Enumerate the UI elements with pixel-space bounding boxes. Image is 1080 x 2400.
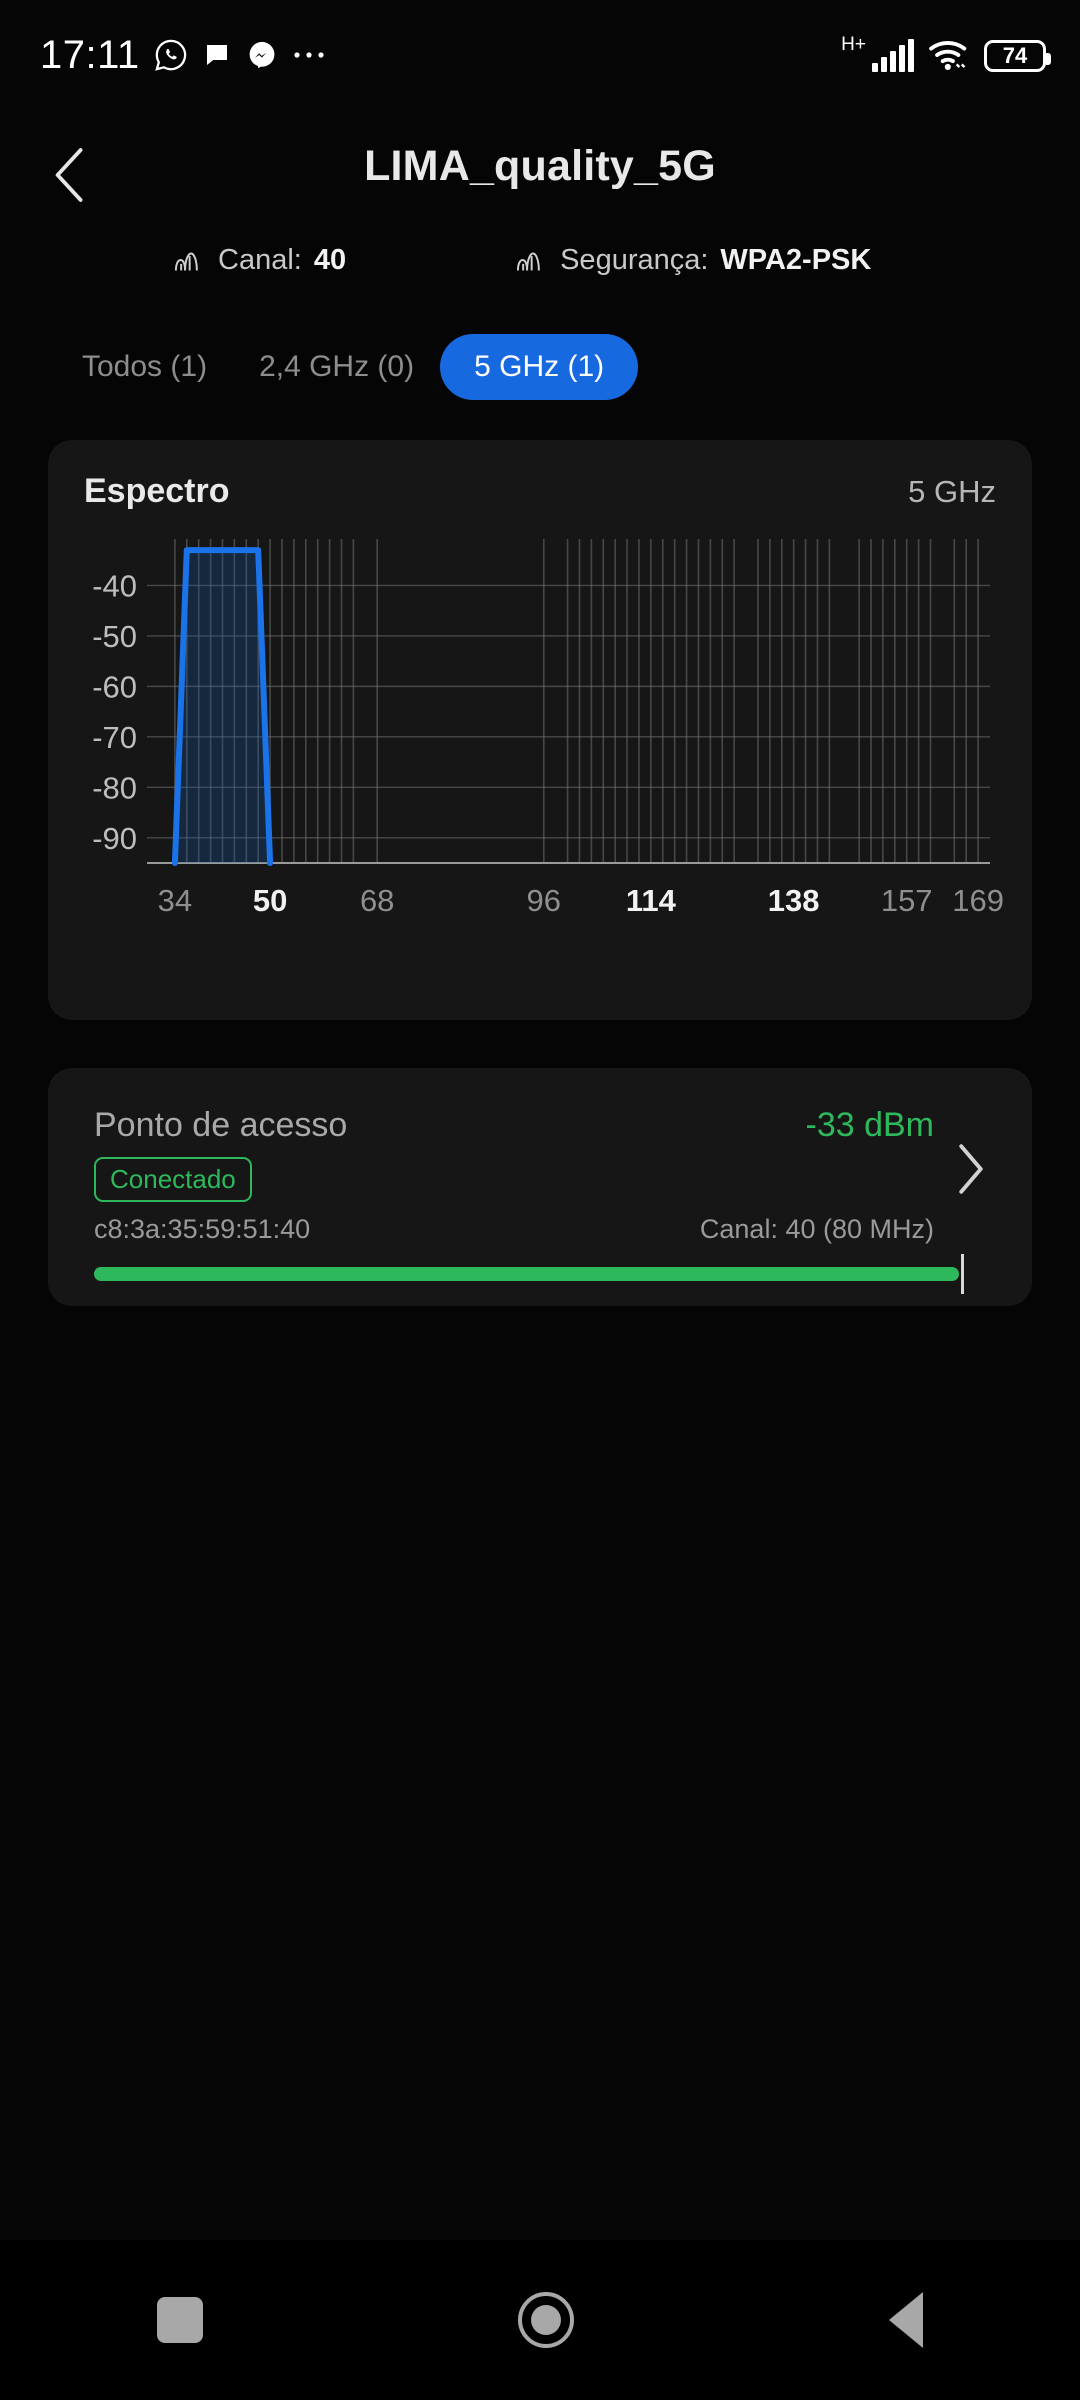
channel-value: 40 [313, 243, 347, 276]
whatsapp-icon [154, 39, 186, 71]
triangle-back-icon[interactable] [888, 2292, 923, 2348]
battery-percent: 74 [1002, 43, 1028, 68]
ap-detail-row: c8:3a:35:59:51:40 Canal: 40 (80 MHz) [48, 1202, 1032, 1245]
ap-channel-info: Canal: 40 (80 MHz) [699, 1214, 934, 1244]
battery-icon: 74 [984, 40, 1051, 72]
ap-quality-bar [94, 1254, 986, 1294]
spectrum-band-label: 5 GHz [908, 474, 996, 509]
svg-text:68: 68 [360, 883, 394, 918]
spectrum-chart-svg: -40 -50 -60 -70 -80 -90 34 50 68 96 114 138 157 169 [92, 539, 1004, 918]
security-value: WPA2-PSK [720, 243, 872, 276]
spectrum-chart[interactable]: -40 -50 -60 -70 -80 -90 34 50 68 96 114 138 157 169 [48, 525, 1032, 925]
overflow-dots-icon [294, 52, 324, 58]
chip-todos[interactable]: Todos (1) [82, 350, 208, 383]
svg-text:157: 157 [881, 883, 933, 918]
svg-text:34: 34 [158, 883, 192, 918]
page-title: LIMA_quality_5G [364, 142, 716, 190]
ap-title: Ponto de acesso [94, 1106, 348, 1144]
svg-text:-70: -70 [92, 720, 137, 755]
spectrum-card-header: Espectro 5 GHz [48, 440, 1032, 511]
channel-label: Canal: [218, 243, 302, 276]
network-meta-row: Canal: 40 Segurança: WPA2-PSK [0, 243, 1080, 277]
chat-bubble-icon [206, 45, 227, 65]
wifi-icon [929, 41, 967, 70]
svg-text:-80: -80 [92, 770, 137, 805]
ap-badge-row: Conectado [48, 1143, 1032, 1202]
spectrum-card: Espectro 5 GHz -40 -50 -60 -70 -80 -90 34 50 68 9… [48, 440, 1032, 1020]
chip-5ghz[interactable]: 5 GHz (1) [440, 334, 639, 400]
spectrum-peaks-icon [517, 252, 540, 271]
svg-text:138: 138 [768, 883, 820, 918]
ap-quality-marker [961, 1254, 965, 1294]
svg-text:-40: -40 [92, 568, 137, 603]
signal-bars-icon [872, 39, 914, 72]
ap-bssid: c8:3a:35:59:51:40 [94, 1214, 311, 1244]
svg-text:-90: -90 [92, 821, 137, 856]
svg-text:114: 114 [626, 883, 677, 918]
svg-text:50: 50 [253, 883, 287, 918]
meta-security: Segurança: WPA2-PSK [514, 243, 871, 277]
status-bar-left: 17:11 [40, 33, 328, 78]
svg-text:-50: -50 [92, 619, 137, 654]
ap-top-row: Ponto de acesso -33 dBm [48, 1068, 1032, 1145]
app-bar: LIMA_quality_5G [0, 120, 1080, 230]
android-nav-bar [0, 2240, 1080, 2400]
messenger-icon [249, 41, 275, 69]
spectrum-peaks-icon [174, 252, 198, 271]
chevron-right-icon[interactable] [956, 1143, 986, 1195]
spectrum-title: Espectro [84, 472, 230, 510]
security-label: Segurança: [560, 243, 709, 276]
chevron-left-icon[interactable] [48, 146, 94, 204]
square-recents-icon[interactable] [157, 2297, 204, 2343]
ap-signal-dbm: -33 dBm [805, 1106, 935, 1144]
status-bar: 17:11 H+ [0, 0, 1080, 110]
access-point-card[interactable]: Ponto de acesso -33 dBm Conectado c8:3a:… [48, 1068, 1032, 1306]
meta-channel: Canal: 40 [172, 243, 346, 277]
svg-text:-60: -60 [92, 669, 137, 704]
ap-quality-fill [94, 1267, 960, 1281]
band-filter-chips: Todos (1) 2,4 GHz (0) 5 GHz (1) [0, 334, 1080, 400]
svg-text:169: 169 [952, 883, 1004, 918]
chip-24ghz[interactable]: 2,4 GHz (0) [259, 350, 415, 383]
status-badge: Conectado [94, 1157, 252, 1202]
status-bar-right: H+ 74 [841, 34, 1051, 72]
status-time: 17:11 [40, 32, 140, 77]
circle-home-icon[interactable] [517, 2292, 574, 2348]
network-type-label: H+ [841, 34, 866, 55]
svg-text:96: 96 [527, 883, 561, 918]
